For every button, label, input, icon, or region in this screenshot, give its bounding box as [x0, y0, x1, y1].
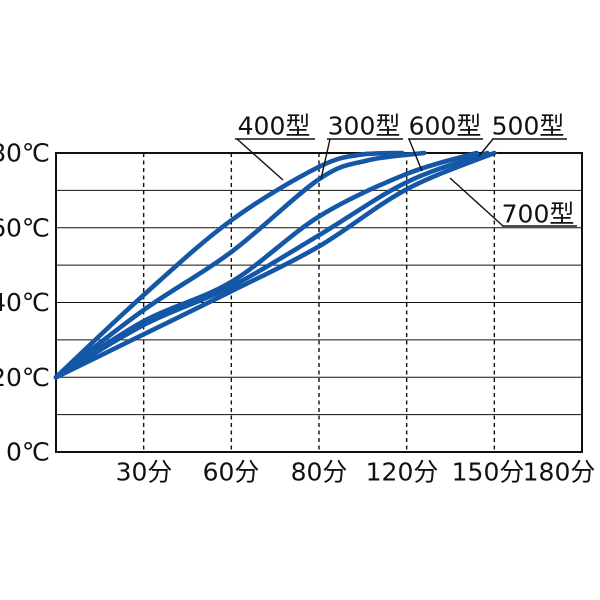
x-axis-tick-label: 60分 — [203, 458, 260, 487]
series-label: 400型 — [238, 112, 311, 141]
plot-border — [55, 152, 583, 453]
label-leader-line — [320, 138, 331, 180]
curve-500型 — [53, 150, 490, 380]
curve-700型 — [53, 150, 497, 380]
x-axis-tick-label: 80分 — [291, 458, 348, 487]
label-leader-line — [408, 138, 423, 172]
series-label: 500型 — [492, 112, 565, 141]
x-axis-tick-label: 180分 — [523, 458, 596, 487]
label-leader-line — [478, 138, 494, 157]
series-label: 600型 — [409, 112, 482, 141]
label-leader-line — [449, 177, 504, 227]
y-axis-tick-label: 40℃ — [0, 288, 50, 317]
label-leader-line — [236, 138, 284, 181]
curve-600型 — [53, 150, 480, 380]
y-axis-tick-label: 0℃ — [6, 438, 50, 467]
series-label: 700型 — [502, 200, 575, 229]
curve-300型 — [53, 150, 427, 380]
y-axis-tick-label: 60℃ — [0, 213, 50, 242]
series-label: 300型 — [328, 112, 401, 141]
y-axis-tick-label: 20℃ — [0, 363, 50, 392]
curve-400型 — [53, 150, 405, 380]
x-axis-tick-label: 30分 — [116, 458, 173, 487]
x-axis-tick-label: 150分 — [452, 458, 525, 487]
x-axis-tick-label: 120分 — [366, 458, 439, 487]
y-axis-tick-label: 80℃ — [0, 139, 50, 168]
